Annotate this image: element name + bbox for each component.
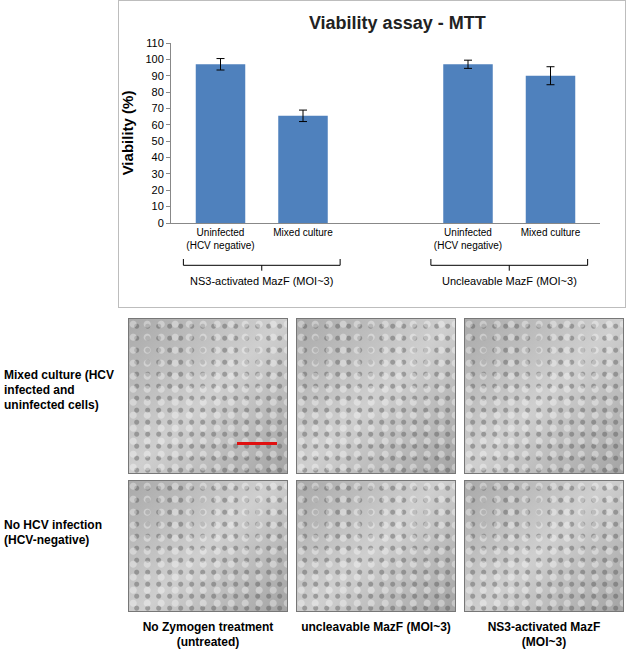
html-text:uncleavable MazF (MOI~3): uncleavable MazF (MOI~3) [301, 620, 451, 634]
svg-text:80: 80 [152, 86, 164, 98]
html-text:NS3-activated MazF (MOI~3): NS3-activated MazF (MOI~3) [487, 620, 601, 649]
svg-text:Viability assay - MTT: Viability assay - MTT [309, 13, 486, 33]
html-text:No HCV infection (HCV-negative: No HCV infection (HCV-negative) [4, 518, 102, 547]
html-text:No Zymogen treatment (untreate: No Zymogen treatment (untreated) [142, 620, 274, 649]
svg-text:60: 60 [152, 119, 164, 131]
svg-text:70: 70 [152, 102, 164, 114]
svg-text:Mixed culture: Mixed culture [273, 227, 333, 238]
svg-text:Uninfected(HCV negative): Uninfected(HCV negative) [434, 227, 502, 251]
svg-text:Mixed culture: Mixed culture [521, 227, 581, 238]
svg-text:10: 10 [152, 200, 164, 212]
svg-text:110: 110 [146, 37, 164, 49]
svg-text:90: 90 [152, 70, 164, 82]
svg-text:30: 30 [152, 168, 164, 180]
svg-text:NS3-activated MazF (MOI~3): NS3-activated MazF (MOI~3) [190, 275, 333, 287]
svg-text:50: 50 [152, 135, 164, 147]
svg-text:40: 40 [152, 151, 164, 163]
svg-text:0: 0 [158, 217, 164, 229]
svg-text:20: 20 [152, 184, 164, 196]
html-text:Mixed culture (HCV infected an: Mixed culture (HCV infected and uninfect… [4, 368, 114, 412]
svg-text:100: 100 [145, 53, 163, 65]
svg-text:Uninfected(HCV negative): Uninfected(HCV negative) [186, 227, 254, 251]
svg-text:Viability (%): Viability (%) [119, 91, 136, 176]
svg-text:Uncleavable MazF (MOI~3): Uncleavable MazF (MOI~3) [442, 275, 577, 287]
